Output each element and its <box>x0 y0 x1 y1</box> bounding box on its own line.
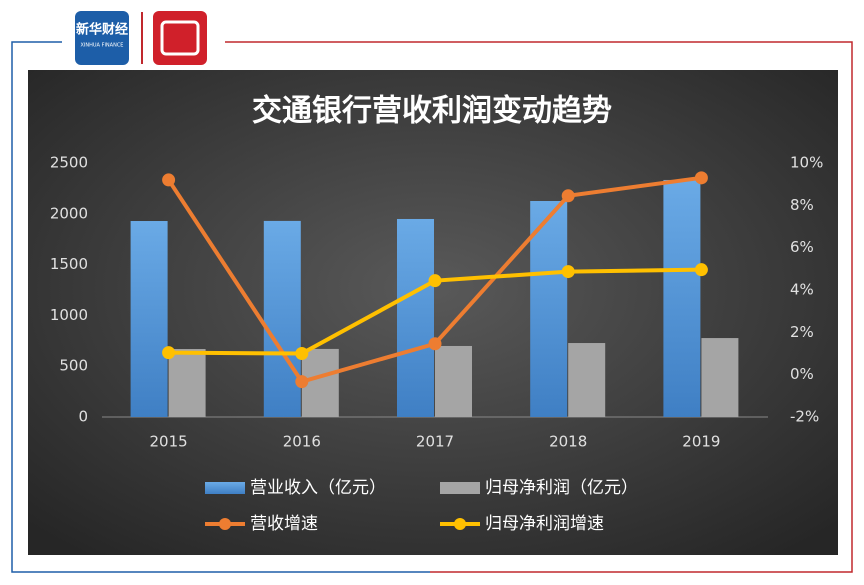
y2-tick-label: -2% <box>790 408 819 426</box>
bar <box>397 218 434 417</box>
plot: 0 500 1000 1500 2000 2500 -2% 0% 2% 4% 6% 8% 10% 2015… <box>50 154 824 535</box>
bar <box>568 343 606 417</box>
logo-xinhua <box>75 11 129 65</box>
bar <box>130 221 168 417</box>
logo-cj <box>153 11 207 65</box>
line-point <box>561 189 575 203</box>
line-point <box>694 263 708 277</box>
y-tick-label: 1500 <box>50 255 88 273</box>
legend-swatch <box>205 482 245 494</box>
y2-tick-label: 10% <box>790 154 823 172</box>
x-tick-label: 2016 <box>283 433 321 451</box>
y-tick-label: 2000 <box>50 204 88 222</box>
chart-title: 交通银行营收利润变动趋势 <box>252 94 612 129</box>
logo-subtext: XINHUA FINANCE <box>81 43 124 49</box>
bar <box>435 345 472 417</box>
frame-left <box>11 41 430 573</box>
bar <box>168 349 206 417</box>
legend-label: 归母净利润增速 <box>485 514 604 534</box>
y2-tick-label: 0% <box>790 365 814 383</box>
legend-label: 营收增速 <box>250 514 318 534</box>
y-tick-label: 0 <box>78 408 88 426</box>
line-point <box>295 375 309 389</box>
x-tick-label: 2019 <box>682 433 720 451</box>
legend-swatch-dot <box>454 518 466 530</box>
line-point <box>162 173 176 187</box>
line-point <box>694 171 708 185</box>
y2-tick-label: 8% <box>790 196 814 214</box>
y2-tick-label: 4% <box>790 281 814 299</box>
bar <box>530 200 568 417</box>
x-tick-label: 2015 <box>150 433 188 451</box>
y2-tick-label: 6% <box>790 238 814 256</box>
line-point <box>295 347 309 360</box>
line-point <box>428 337 442 351</box>
legend-swatch <box>440 482 480 494</box>
legend-label: 营业收入（亿元） <box>250 478 386 498</box>
legend-label: 归母净利润（亿元） <box>485 478 638 498</box>
line-point <box>162 346 176 360</box>
x-tick-label: 2017 <box>416 433 454 451</box>
bar <box>263 220 301 417</box>
frame-right <box>225 41 853 573</box>
y2-tick-label: 2% <box>790 323 814 341</box>
bar <box>663 179 701 417</box>
logo-cj-mark <box>160 20 200 56</box>
logo-text: 新华财经 <box>76 22 128 38</box>
x-tick-label: 2018 <box>549 433 587 451</box>
y-tick-label: 2500 <box>50 154 88 172</box>
y-tick-label: 500 <box>59 357 88 375</box>
bar <box>701 338 739 417</box>
line-point <box>428 274 442 288</box>
line-point <box>561 265 575 279</box>
y-tick-label: 1000 <box>50 306 88 324</box>
legend-swatch-dot <box>219 518 231 530</box>
